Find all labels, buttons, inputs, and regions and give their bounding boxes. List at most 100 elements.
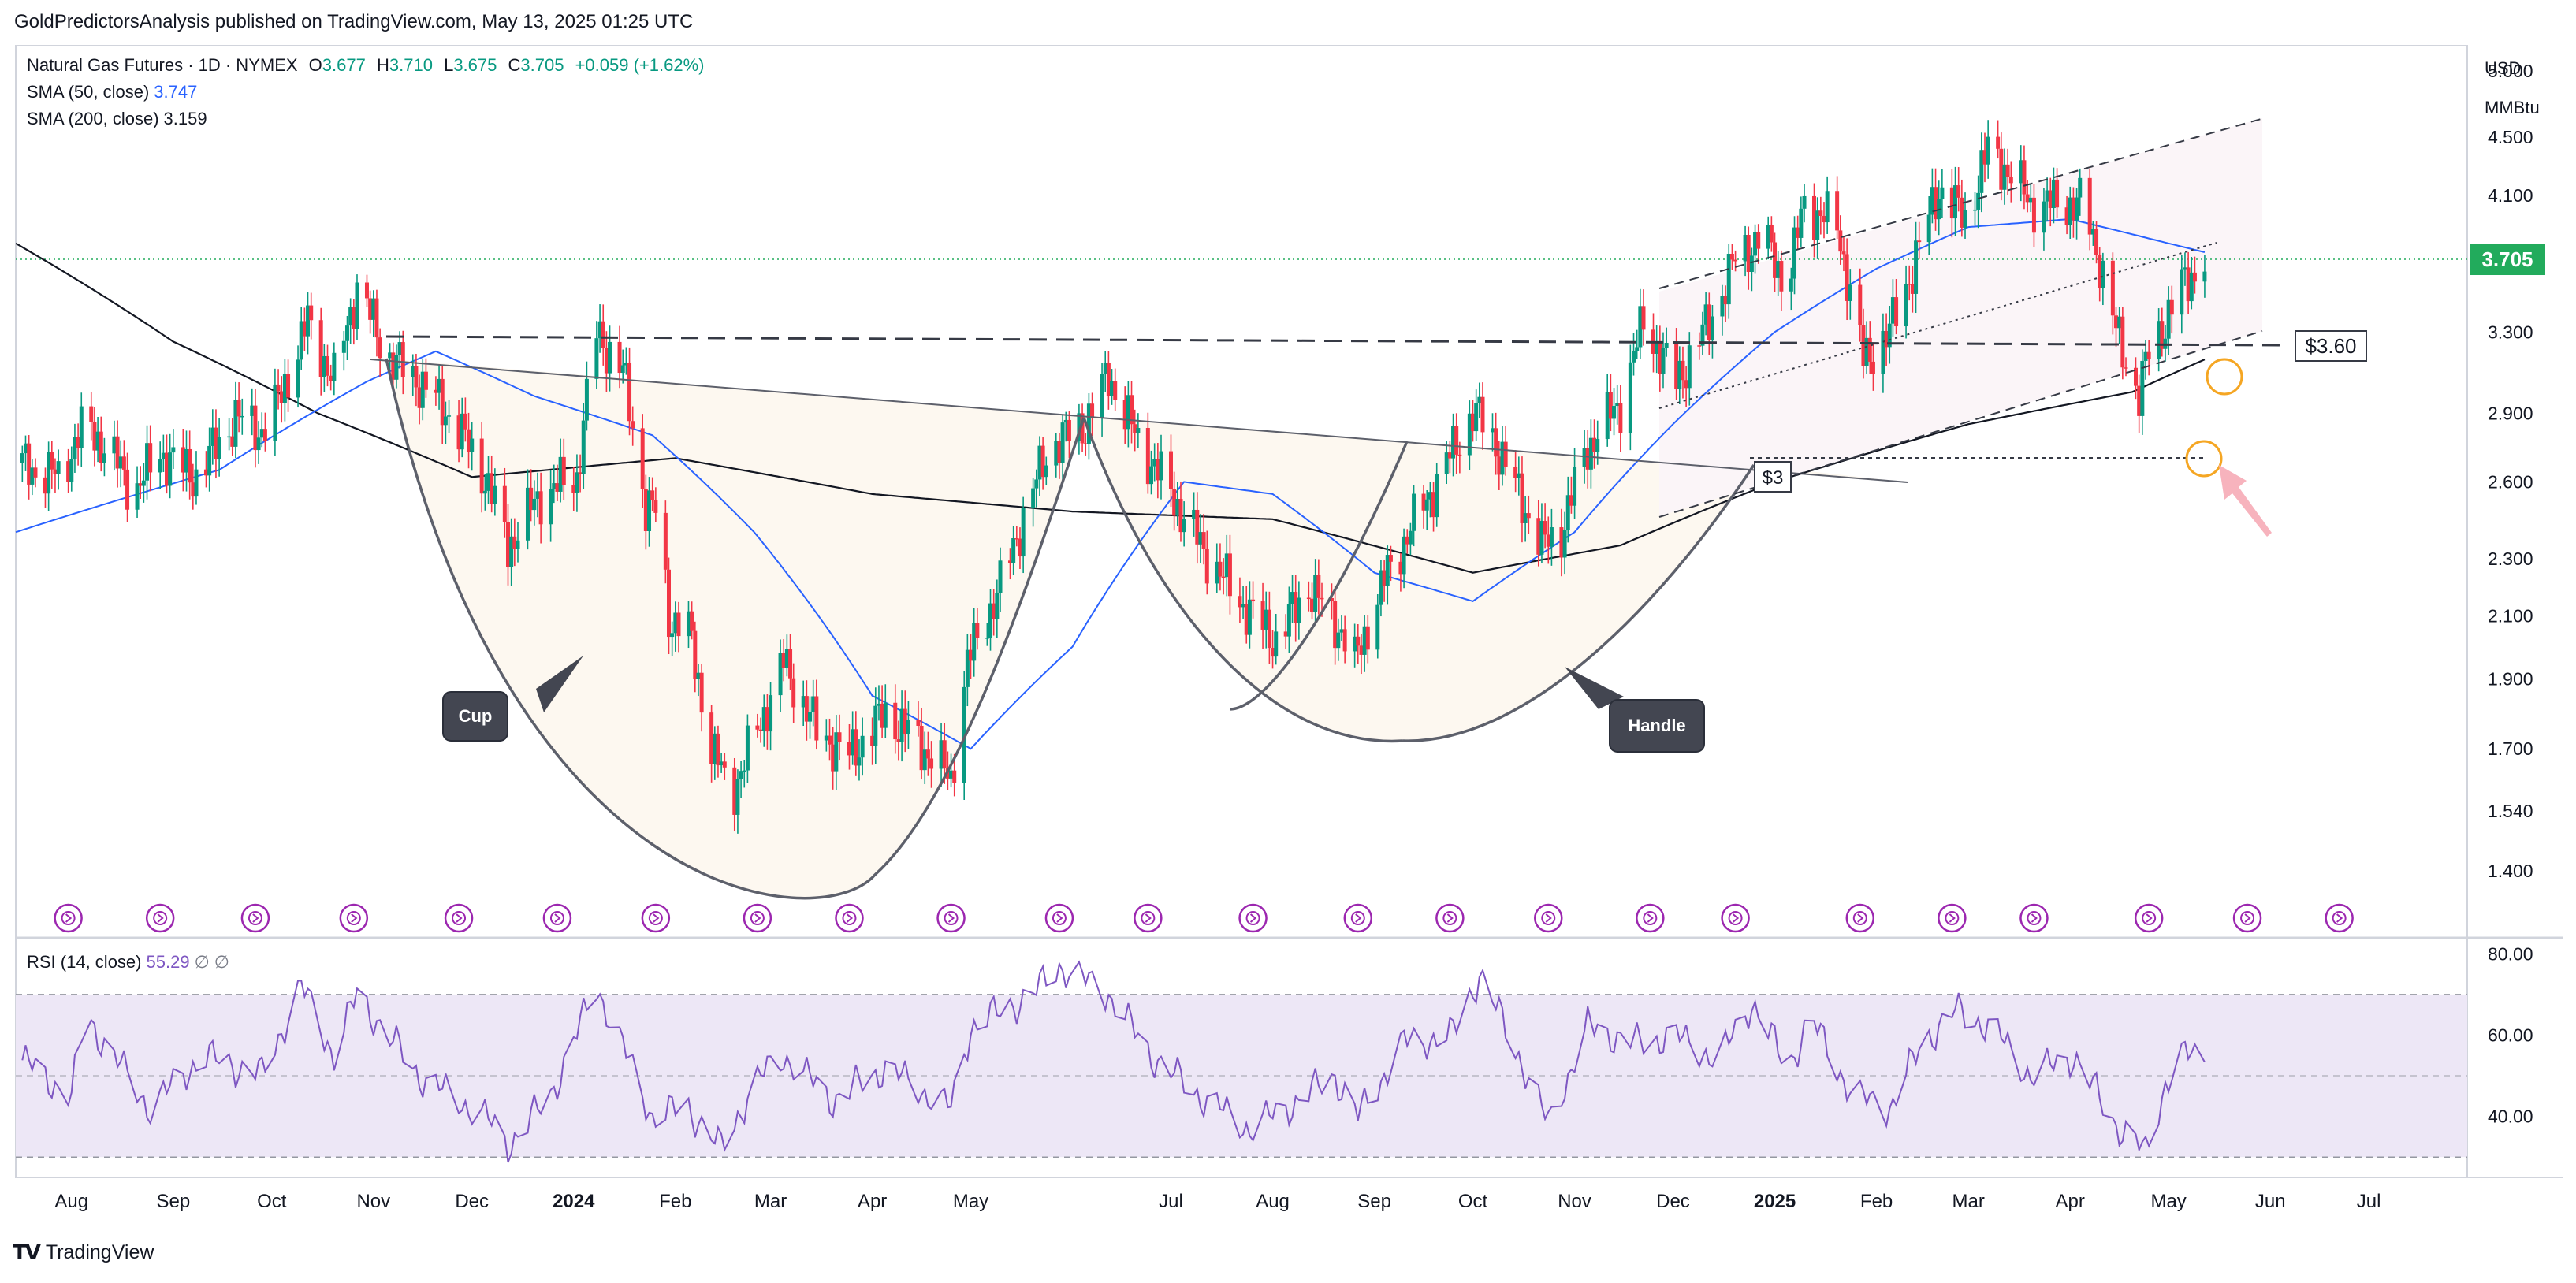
- candle-body: [627, 363, 631, 421]
- event-icon[interactable]: [836, 905, 862, 932]
- candle-body: [549, 489, 553, 524]
- candle-body: [985, 638, 989, 639]
- event-icon[interactable]: [1722, 905, 1749, 932]
- candle-body: [2088, 178, 2092, 235]
- candle-body: [716, 734, 720, 765]
- candle-body: [480, 439, 484, 494]
- candle-body: [158, 459, 162, 472]
- event-icon[interactable]: [1847, 905, 1874, 932]
- candle-body: [1320, 598, 1324, 600]
- symbol-legend[interactable]: Natural Gas Futures · 1D · NYMEX O3.677 …: [27, 55, 704, 76]
- event-icon[interactable]: [938, 905, 965, 932]
- time-tick-label: Aug: [54, 1191, 88, 1212]
- low-key: L: [444, 55, 453, 75]
- rsi-axis[interactable]: 80.00 60.00 40.00: [2488, 943, 2533, 1126]
- candle-body: [601, 322, 605, 348]
- candle-body: [1218, 562, 1222, 577]
- sma200-legend[interactable]: SMA (200, close) 3.159: [27, 109, 207, 129]
- candle-body: [1799, 209, 1803, 238]
- sma50-legend[interactable]: SMA (50, close) 3.747: [27, 82, 197, 102]
- event-icon[interactable]: [1636, 905, 1663, 932]
- candle-body: [743, 771, 746, 772]
- change-value: +0.059 (+1.62%): [575, 55, 705, 75]
- candle-body: [1409, 531, 1413, 545]
- time-tick-label: 2025: [1754, 1191, 1796, 1212]
- candle-body: [1848, 285, 1852, 301]
- candle-body: [2124, 367, 2128, 369]
- candle-body: [1182, 519, 1186, 532]
- candle-body: [1779, 261, 1783, 292]
- footer-brand: TradingView: [46, 1241, 154, 1264]
- tradingview-logo[interactable]: 𝗧𝗩 TradingView: [13, 1240, 154, 1265]
- candle-body: [1287, 604, 1291, 636]
- event-icon[interactable]: [55, 905, 82, 932]
- candle: [1618, 385, 1622, 452]
- event-icon[interactable]: [2020, 905, 2047, 932]
- candle-body: [148, 443, 152, 472]
- candle-body: [693, 631, 697, 679]
- event-icon[interactable]: [147, 905, 173, 932]
- candle: [1986, 120, 1990, 179]
- event-icon-ring: [938, 905, 965, 932]
- candle-body: [342, 341, 346, 353]
- candle-body: [670, 633, 674, 637]
- event-icon[interactable]: [544, 905, 571, 932]
- event-icon[interactable]: [242, 905, 269, 932]
- event-icon-ring: [2234, 905, 2261, 932]
- candle-body: [837, 732, 841, 742]
- candle-body: [893, 703, 897, 739]
- candle-body: [594, 338, 598, 379]
- candle-body: [463, 414, 467, 430]
- event-icon[interactable]: [1535, 905, 1562, 932]
- event-icon[interactable]: [642, 905, 669, 932]
- event-icon[interactable]: [2234, 905, 2261, 932]
- time-tick-label: Oct: [257, 1191, 287, 1212]
- time-tick-label: Feb: [659, 1191, 691, 1212]
- candle-body: [995, 593, 999, 619]
- candle-body: [355, 283, 359, 329]
- candle-body: [1205, 549, 1209, 584]
- candle: [585, 362, 589, 431]
- candle-body: [1149, 467, 1153, 485]
- candle-body: [1375, 605, 1379, 650]
- candle-body: [1343, 629, 1347, 651]
- candle-body: [136, 483, 140, 510]
- candle-body: [2140, 361, 2144, 416]
- event-icon[interactable]: [744, 905, 771, 932]
- event-icon[interactable]: [1240, 905, 1267, 932]
- candle-body: [1251, 600, 1255, 601]
- candle-body: [1835, 191, 1839, 230]
- event-icon[interactable]: [341, 905, 367, 932]
- rsi-legend[interactable]: RSI (14, close) 55.29 ∅ ∅: [27, 952, 229, 972]
- price-axis[interactable]: 5.000 4.500 4.100 3.300 2.900 2.600 2.300 2.100…: [2488, 61, 2533, 881]
- candle-body: [286, 374, 290, 398]
- event-icon-ring: [445, 905, 472, 932]
- candle-body: [1858, 285, 1862, 325]
- candle-body: [1612, 406, 1616, 418]
- high-value: 3.710: [389, 55, 433, 75]
- event-icon-ring: [1134, 905, 1161, 932]
- event-icon[interactable]: [1938, 905, 1965, 932]
- event-icon-ring: [341, 905, 367, 932]
- candle: [253, 389, 257, 467]
- candle-body: [929, 758, 933, 768]
- candle-body: [1011, 538, 1015, 563]
- event-icon[interactable]: [1436, 905, 1463, 932]
- candle-body: [1838, 230, 1842, 251]
- candle-body: [631, 421, 635, 428]
- event-icon[interactable]: [2135, 905, 2162, 932]
- event-icon[interactable]: [445, 905, 472, 932]
- event-markers[interactable]: [55, 905, 2353, 932]
- candle-body: [1061, 422, 1065, 463]
- time-axis[interactable]: Aug Sep Oct Nov Dec 2024 Feb Mar Apr May Jul Aug Sep…: [54, 1191, 2381, 1212]
- event-icon[interactable]: [2326, 905, 2353, 932]
- event-icon[interactable]: [1134, 905, 1161, 932]
- candle: [1107, 351, 1111, 410]
- event-icon[interactable]: [1046, 905, 1073, 932]
- candle-body: [2078, 178, 2082, 198]
- candle-body: [2009, 177, 2013, 183]
- event-icon[interactable]: [1345, 905, 1372, 932]
- cup-label: Cup: [459, 706, 493, 726]
- candle-body: [926, 749, 930, 758]
